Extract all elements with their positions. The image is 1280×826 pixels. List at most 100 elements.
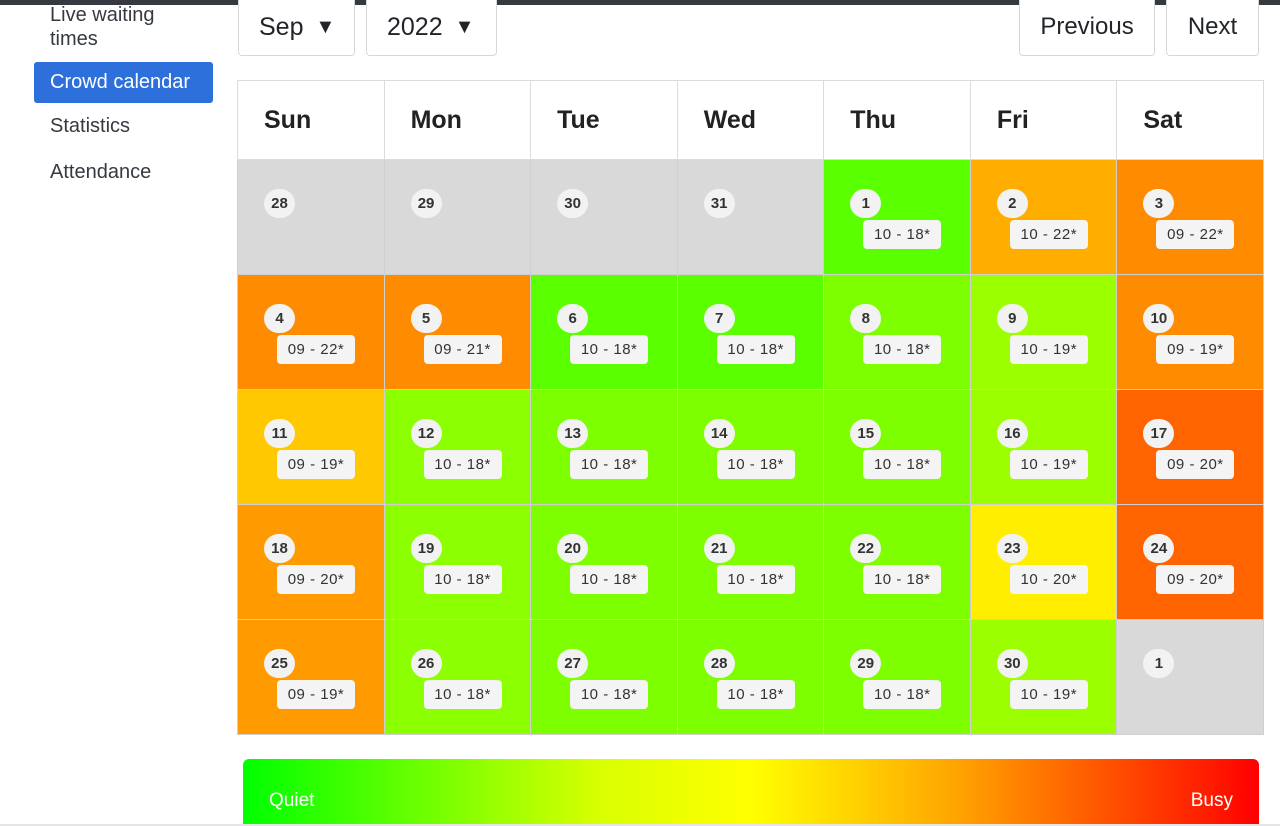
day-number-badge: 26 <box>410 649 442 678</box>
opening-hours-badge: 09 - 22* <box>1156 220 1235 249</box>
day-number-badge: 2 <box>996 189 1028 218</box>
day-number-badge: 18 <box>264 534 295 563</box>
weekday-header: Thu <box>823 80 971 160</box>
weekday-header: Wed <box>676 80 825 160</box>
calendar-week-row: 18 09 - 20* 19 10 - 18* 20 10 - 18* 21 10 - 18*… <box>237 504 1264 620</box>
weekday-header: Tue <box>530 80 678 160</box>
calendar-day-cell[interactable]: 31 <box>676 159 825 275</box>
opening-hours-badge: 10 - 20* <box>1009 565 1088 594</box>
calendar-day-cell[interactable]: 29 <box>383 159 532 275</box>
day-number-badge: 6 <box>557 304 589 333</box>
day-number-badge: 3 <box>1143 189 1175 218</box>
calendar-day-cell[interactable]: 18 09 - 20* <box>237 504 385 620</box>
calendar-day-cell[interactable]: 26 10 - 18* <box>383 619 532 735</box>
weekday-header: Sun <box>237 80 385 160</box>
day-number-badge: 21 <box>703 534 735 563</box>
opening-hours-badge: 10 - 18* <box>863 450 942 479</box>
calendar-day-cell[interactable]: 28 <box>237 159 385 275</box>
calendar-week-row: 25 09 - 19* 26 10 - 18* 27 10 - 18* 28 10 - 18*… <box>237 619 1264 735</box>
sidebar-item-attendance[interactable]: Attendance <box>34 149 213 195</box>
day-number-badge: 19 <box>410 534 442 563</box>
opening-hours-badge: 09 - 20* <box>277 565 355 594</box>
sidebar-item-label: Crowd calendar <box>50 71 191 93</box>
opening-hours-badge: 10 - 19* <box>1009 335 1088 364</box>
opening-hours-badge: 10 - 18* <box>863 680 942 709</box>
day-number-badge: 28 <box>703 649 735 678</box>
opening-hours-badge: 09 - 21* <box>423 335 502 364</box>
calendar-day-cell[interactable]: 5 09 - 21* <box>383 274 532 390</box>
calendar-day-cell[interactable]: 1 10 - 18* <box>823 159 971 275</box>
calendar-day-cell[interactable]: 15 10 - 18* <box>823 389 971 505</box>
calendar-day-cell[interactable]: 9 10 - 19* <box>969 274 1118 390</box>
calendar-day-cell[interactable]: 14 10 - 18* <box>676 389 825 505</box>
day-number-badge: 31 <box>703 189 735 218</box>
calendar-day-cell[interactable]: 4 09 - 22* <box>237 274 385 390</box>
weekday-header-row: Sun Mon Tue Wed Thu Fri Sat <box>237 80 1264 160</box>
calendar-day-cell[interactable]: 11 09 - 19* <box>237 389 385 505</box>
crowd-legend-bar: Quiet Busy <box>243 759 1259 826</box>
opening-hours-badge: 10 - 18* <box>570 335 649 364</box>
calendar-week-row: 11 09 - 19* 12 10 - 18* 13 10 - 18* 14 10 - 18*… <box>237 389 1264 505</box>
bottom-divider <box>0 824 1280 826</box>
calendar-day-cell[interactable]: 16 10 - 19* <box>969 389 1118 505</box>
calendar-day-cell[interactable]: 23 10 - 20* <box>969 504 1118 620</box>
day-number-badge: 28 <box>264 189 295 218</box>
opening-hours-badge: 09 - 19* <box>1156 335 1235 364</box>
opening-hours-badge: 10 - 18* <box>716 335 795 364</box>
opening-hours-badge: 09 - 20* <box>1156 450 1235 479</box>
opening-hours-badge: 10 - 18* <box>570 565 649 594</box>
calendar-day-cell[interactable]: 13 10 - 18* <box>530 389 678 505</box>
opening-hours-badge: 09 - 22* <box>277 335 355 364</box>
calendar-day-cell[interactable]: 28 10 - 18* <box>676 619 825 735</box>
calendar-day-cell[interactable]: 6 10 - 18* <box>530 274 678 390</box>
calendar-day-cell[interactable]: 29 10 - 18* <box>823 619 971 735</box>
day-number-badge: 16 <box>996 419 1028 448</box>
legend-busy-label: Busy <box>1190 790 1233 811</box>
day-number-badge: 10 <box>1143 304 1175 333</box>
calendar-week-row: 4 09 - 22* 5 09 - 21* 6 10 - 18* 7 10 - 18* 8 10 … <box>237 274 1264 390</box>
calendar-day-cell[interactable]: 17 09 - 20* <box>1116 389 1264 505</box>
calendar-day-cell[interactable]: 10 09 - 19* <box>1116 274 1264 390</box>
year-value: 2022 <box>387 13 443 41</box>
sidebar-item-live-waiting-times[interactable]: Live waiting times <box>34 3 213 54</box>
calendar-day-cell[interactable]: 20 10 - 18* <box>530 504 678 620</box>
calendar-day-cell[interactable]: 24 09 - 20* <box>1116 504 1264 620</box>
calendar-day-cell[interactable]: 1 <box>1116 619 1264 735</box>
sidebar-item-statistics[interactable]: Statistics <box>34 103 213 149</box>
month-select[interactable]: Sep ▼ <box>238 0 355 56</box>
month-value: Sep <box>259 13 304 41</box>
legend-quiet-label: Quiet <box>269 790 315 811</box>
next-button[interactable]: Next <box>1166 0 1259 56</box>
calendar-week-row: 28 29 30 31 1 10 - 18* 2 10 - 22* 3 09 - 22* <box>237 159 1264 275</box>
weekday-header: Mon <box>383 80 532 160</box>
day-number-badge: 9 <box>996 304 1028 333</box>
calendar-day-cell[interactable]: 3 09 - 22* <box>1116 159 1264 275</box>
calendar-day-cell[interactable]: 2 10 - 22* <box>969 159 1118 275</box>
chevron-down-icon: ▼ <box>454 16 475 38</box>
previous-button[interactable]: Previous <box>1019 0 1155 56</box>
day-number-badge: 11 <box>264 419 295 448</box>
day-number-badge: 4 <box>264 304 295 333</box>
calendar-day-cell[interactable]: 21 10 - 18* <box>676 504 825 620</box>
year-select[interactable]: 2022 ▼ <box>366 0 497 56</box>
calendar-day-cell[interactable]: 30 10 - 19* <box>969 619 1118 735</box>
opening-hours-badge: 10 - 18* <box>863 335 942 364</box>
calendar-day-cell[interactable]: 7 10 - 18* <box>676 274 825 390</box>
calendar-day-cell[interactable]: 25 09 - 19* <box>237 619 385 735</box>
calendar-day-cell[interactable]: 12 10 - 18* <box>383 389 532 505</box>
calendar-body: 28 29 30 31 1 10 - 18* 2 10 - 22* 3 09 - 22* 4 09 -… <box>237 159 1264 735</box>
day-number-badge: 24 <box>1143 534 1175 563</box>
calendar-day-cell[interactable]: 8 10 - 18* <box>823 274 971 390</box>
day-number-badge: 27 <box>557 649 589 678</box>
calendar-day-cell[interactable]: 30 <box>530 159 678 275</box>
calendar-day-cell[interactable]: 27 10 - 18* <box>530 619 678 735</box>
day-number-badge: 30 <box>996 649 1028 678</box>
weekday-header: Fri <box>969 80 1118 160</box>
opening-hours-badge: 10 - 18* <box>716 680 795 709</box>
sidebar-item-label: Statistics <box>50 115 131 137</box>
calendar-day-cell[interactable]: 22 10 - 18* <box>823 504 971 620</box>
opening-hours-badge: 10 - 18* <box>423 565 502 594</box>
sidebar-item-crowd-calendar[interactable]: Crowd calendar <box>34 62 213 103</box>
calendar-day-cell[interactable]: 19 10 - 18* <box>383 504 532 620</box>
opening-hours-badge: 09 - 20* <box>1156 565 1235 594</box>
